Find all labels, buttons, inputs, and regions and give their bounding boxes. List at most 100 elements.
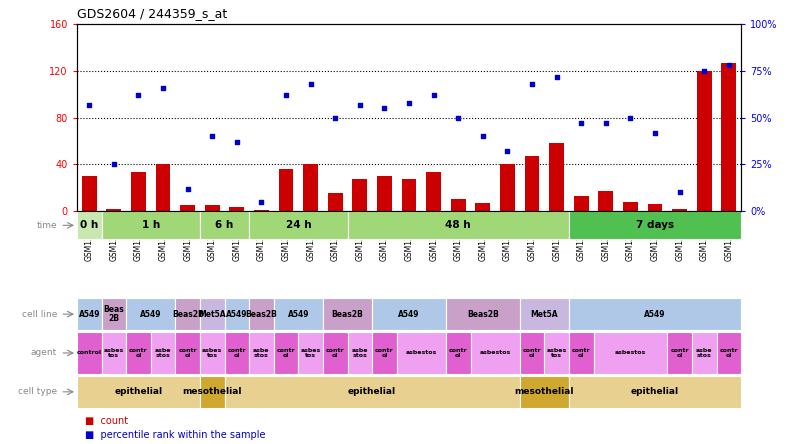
Point <box>575 120 588 127</box>
Text: mesothelial: mesothelial <box>514 387 574 396</box>
Text: contr
ol: contr ol <box>671 348 689 358</box>
Bar <box>77 332 101 374</box>
Text: 0 h: 0 h <box>80 220 98 230</box>
Text: A549: A549 <box>79 309 100 319</box>
Bar <box>101 298 126 330</box>
Bar <box>569 376 741 408</box>
Bar <box>372 298 446 330</box>
Point <box>476 133 489 140</box>
Text: agent: agent <box>31 349 57 357</box>
Point <box>526 80 539 87</box>
Bar <box>426 172 441 211</box>
Bar <box>205 205 220 211</box>
Bar <box>573 196 589 211</box>
Text: A549: A549 <box>140 309 161 319</box>
Bar <box>328 194 343 211</box>
Text: Met5A: Met5A <box>198 309 226 319</box>
Bar <box>402 179 416 211</box>
Bar <box>200 298 224 330</box>
Text: asbes
tos: asbes tos <box>104 348 124 358</box>
Bar <box>569 211 741 239</box>
Bar <box>697 71 712 211</box>
Bar <box>77 211 101 239</box>
Bar <box>594 332 667 374</box>
Text: Met5A: Met5A <box>531 309 558 319</box>
Text: ■  count: ■ count <box>85 416 128 426</box>
Point <box>206 133 219 140</box>
Bar <box>569 298 741 330</box>
Bar <box>77 376 200 408</box>
Text: cell line: cell line <box>22 309 57 319</box>
Bar <box>249 211 347 239</box>
Text: asbestos: asbestos <box>406 350 437 356</box>
Bar <box>623 202 637 211</box>
Text: epithelial: epithelial <box>348 387 396 396</box>
Point <box>452 114 465 121</box>
Bar <box>298 332 323 374</box>
Bar <box>249 298 274 330</box>
Bar <box>249 332 274 374</box>
Text: epithelial: epithelial <box>114 387 163 396</box>
Bar <box>224 298 249 330</box>
Bar <box>475 203 490 211</box>
Text: asbe
stos: asbe stos <box>254 348 270 358</box>
Bar <box>717 332 741 374</box>
Text: Beas2B: Beas2B <box>331 309 364 319</box>
Bar <box>544 332 569 374</box>
Bar <box>372 332 397 374</box>
Bar <box>352 179 367 211</box>
Bar <box>126 298 175 330</box>
Text: contr
ol: contr ol <box>129 348 147 358</box>
Text: A549: A549 <box>288 309 309 319</box>
Text: contr
ol: contr ol <box>719 348 738 358</box>
Point <box>624 114 637 121</box>
Bar <box>525 156 539 211</box>
Text: asbes
tos: asbes tos <box>301 348 321 358</box>
Bar <box>181 205 195 211</box>
Bar <box>303 164 318 211</box>
Text: 1 h: 1 h <box>142 220 160 230</box>
Text: A549: A549 <box>399 309 420 319</box>
Text: epithelial: epithelial <box>631 387 679 396</box>
Bar <box>200 211 249 239</box>
Bar <box>156 164 170 211</box>
Point <box>255 198 268 205</box>
Bar <box>151 332 175 374</box>
Bar <box>229 207 245 211</box>
Text: mesothelial: mesothelial <box>182 387 242 396</box>
Point <box>501 148 514 155</box>
Bar <box>279 169 293 211</box>
Text: Beas2B: Beas2B <box>245 309 277 319</box>
Point <box>156 84 169 91</box>
Text: contr
ol: contr ol <box>375 348 394 358</box>
Point <box>305 80 318 87</box>
Bar <box>200 376 224 408</box>
Bar <box>126 332 151 374</box>
Text: Beas
2B: Beas 2B <box>104 305 124 323</box>
Text: 7 days: 7 days <box>636 220 674 230</box>
Text: contr
ol: contr ol <box>449 348 467 358</box>
Bar <box>274 332 298 374</box>
Bar <box>471 332 520 374</box>
Bar <box>667 332 692 374</box>
Text: control: control <box>77 350 102 356</box>
Point <box>403 99 416 106</box>
Bar <box>101 211 200 239</box>
Bar <box>175 332 200 374</box>
Point <box>181 185 194 192</box>
Text: ■  percentile rank within the sample: ■ percentile rank within the sample <box>85 430 266 440</box>
Bar <box>77 298 101 330</box>
Bar <box>254 210 269 211</box>
Point <box>132 92 145 99</box>
Text: A549: A549 <box>226 309 248 319</box>
Bar <box>106 209 121 211</box>
Bar <box>446 332 471 374</box>
Point <box>723 62 735 69</box>
Bar <box>648 204 663 211</box>
Text: contr
ol: contr ol <box>178 348 197 358</box>
Point <box>550 73 563 80</box>
Bar <box>549 143 564 211</box>
Point <box>353 101 366 108</box>
Bar <box>520 332 544 374</box>
Bar <box>224 376 520 408</box>
